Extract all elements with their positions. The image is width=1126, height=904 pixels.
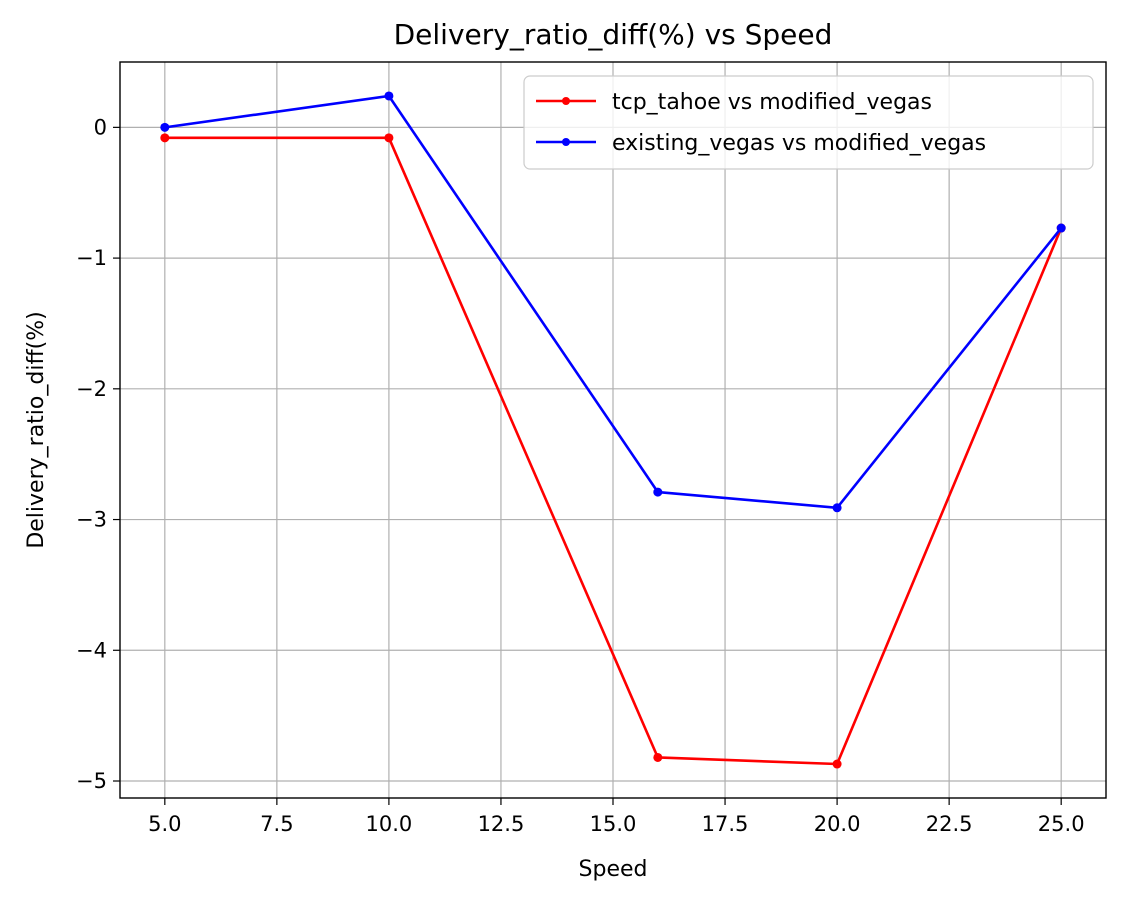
legend: tcp_tahoe vs modified_vegas existing_veg… (523, 75, 1094, 170)
x-tick-label: 17.5 (702, 812, 749, 836)
x-tick-label: 12.5 (478, 812, 525, 836)
legend-marker-tcp-tahoe (562, 97, 570, 105)
data-point (1056, 223, 1066, 233)
y-tick-label: −4 (76, 638, 107, 662)
x-tick-label: 10.0 (366, 812, 413, 836)
x-tick-label: 5.0 (148, 812, 181, 836)
legend-marker-existing-vegas (562, 138, 570, 146)
data-point (160, 122, 170, 132)
data-point (653, 752, 663, 762)
legend-label-tcp-tahoe: tcp_tahoe vs modified_vegas (612, 90, 932, 115)
data-point (832, 759, 842, 769)
y-tick-label: −5 (76, 769, 107, 793)
legend-box (523, 75, 1094, 170)
y-tick-label: −2 (76, 377, 107, 401)
series-1 (160, 91, 1066, 513)
x-tick-label: 20.0 (814, 812, 861, 836)
data-point (653, 487, 663, 497)
y-tick-label: 0 (94, 115, 107, 139)
series-group (160, 91, 1066, 769)
data-point (160, 133, 170, 143)
y-tick-label: −3 (76, 508, 107, 532)
x-tick-label: 7.5 (260, 812, 293, 836)
y-tick-label: −1 (76, 246, 107, 270)
chart-title: Delivery_ratio_diff(%) vs Speed (394, 18, 833, 51)
x-tick-label: 15.0 (590, 812, 637, 836)
x-tick-label: 22.5 (926, 812, 973, 836)
y-axis-label: Delivery_ratio_diff(%) (24, 311, 49, 548)
ticks: 5.0 7.5 10.0 12.5 15.0 17.5 20.0 22.5 25.0 0 −1 −2 −… (76, 115, 1085, 836)
x-tick-label: 25.0 (1038, 812, 1085, 836)
legend-label-existing-vegas: existing_vegas vs modified_vegas (612, 131, 986, 156)
x-axis-label: Speed (579, 857, 648, 882)
data-point (384, 91, 394, 101)
data-point (384, 133, 394, 143)
data-point (832, 503, 842, 513)
